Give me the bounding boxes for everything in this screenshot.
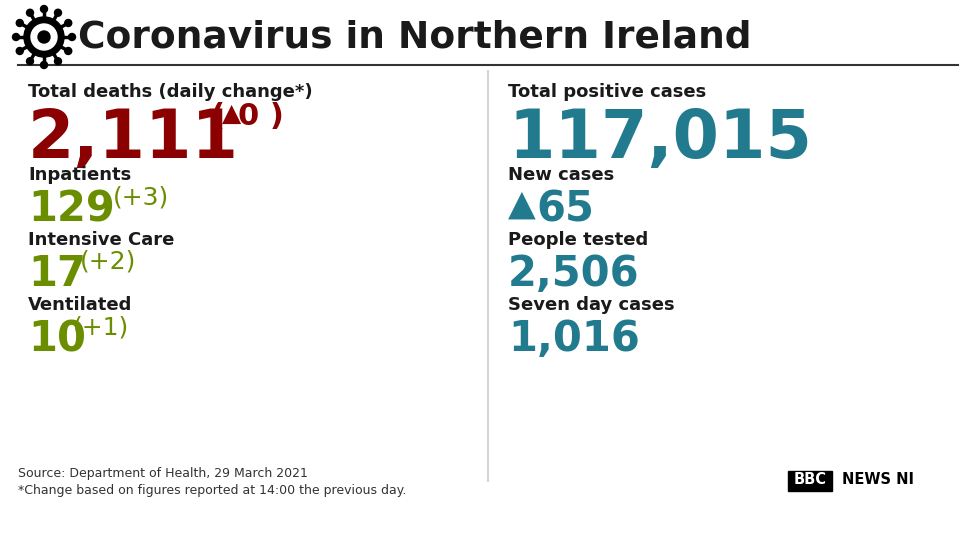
Circle shape [68,33,75,41]
Text: Seven day cases: Seven day cases [508,296,674,314]
Circle shape [55,9,61,16]
Circle shape [40,5,48,13]
Circle shape [26,58,33,65]
Text: 117,015: 117,015 [508,106,812,172]
Text: 17: 17 [28,253,86,295]
Text: 0 ): 0 ) [238,102,284,131]
FancyBboxPatch shape [788,471,832,491]
Circle shape [26,9,33,16]
Text: Ventilated: Ventilated [28,296,133,314]
Text: Intensive Care: Intensive Care [28,231,175,249]
Text: Coronavirus in Northern Ireland: Coronavirus in Northern Ireland [78,19,752,55]
Text: 2,111: 2,111 [28,106,239,172]
Text: 129: 129 [28,188,115,230]
Circle shape [24,17,64,57]
Text: NEWS NI: NEWS NI [842,473,914,488]
Text: ▲: ▲ [508,188,536,222]
Text: 2,506: 2,506 [508,253,639,295]
Text: Total deaths (daily change*): Total deaths (daily change*) [28,83,312,101]
Circle shape [31,24,57,50]
Circle shape [17,20,23,26]
Text: 10: 10 [28,318,86,360]
Text: Inpatients: Inpatients [28,166,131,184]
Text: BBC: BBC [793,473,827,488]
Circle shape [38,31,50,43]
Text: People tested: People tested [508,231,648,249]
Text: Total positive cases: Total positive cases [508,83,707,101]
Text: *Change based on figures reported at 14:00 the previous day.: *Change based on figures reported at 14:… [18,484,406,497]
Text: New cases: New cases [508,166,614,184]
Text: (+2): (+2) [80,250,137,274]
Circle shape [64,48,72,54]
Circle shape [40,61,48,69]
Text: ▲: ▲ [222,102,241,126]
Text: (+3): (+3) [113,185,169,209]
Circle shape [64,20,72,26]
Text: 65: 65 [536,188,593,230]
Circle shape [55,58,61,65]
Text: (: ( [210,102,224,131]
Text: 1,016: 1,016 [508,318,640,360]
Text: (+1): (+1) [73,315,129,339]
Text: Source: Department of Health, 29 March 2021: Source: Department of Health, 29 March 2… [18,467,307,480]
Circle shape [17,48,23,54]
Circle shape [13,33,20,41]
